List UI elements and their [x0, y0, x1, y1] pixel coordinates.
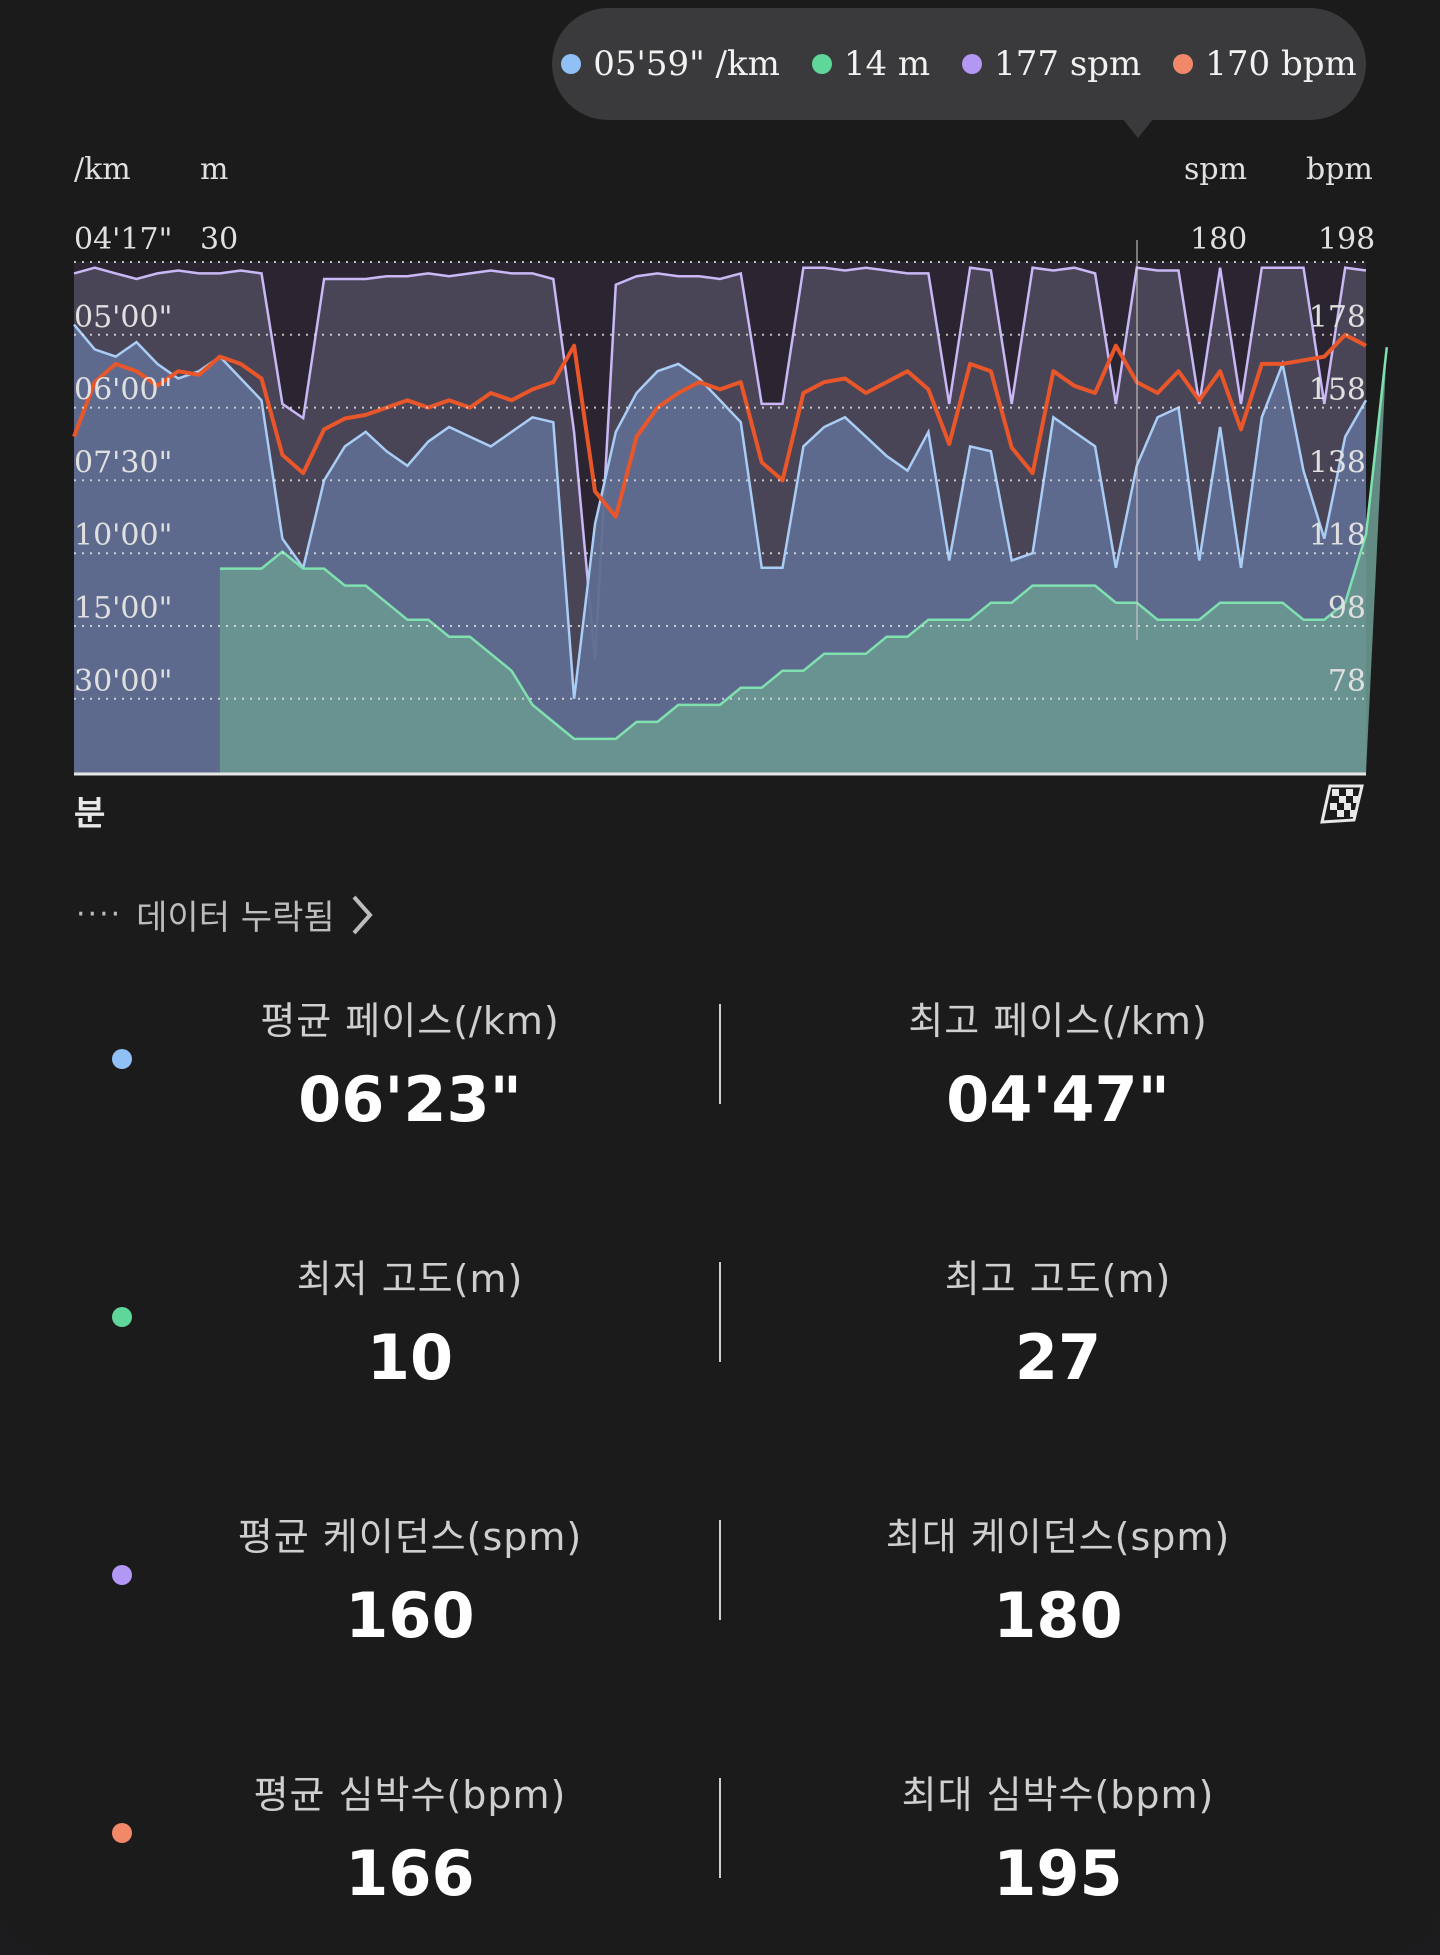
pace-tick-label: 07'30" — [74, 445, 172, 480]
tooltip-pointer — [1122, 118, 1154, 138]
altitude-line — [219, 347, 1389, 741]
heart-rate-tick-label: 178 — [1309, 300, 1366, 335]
divider — [719, 1520, 721, 1620]
pace-tick-label: 15'00" — [74, 591, 172, 626]
pace-axis-unit: /km — [74, 152, 131, 187]
divider — [719, 1778, 721, 1878]
stat-row-altitude: 최저 고도(m) 10 최고 고도(m) 27 — [0, 1248, 1440, 1398]
pace-tick-label: 06'00" — [74, 373, 172, 408]
max-cadence: 최대 케이던스(spm) 180 — [778, 1506, 1338, 1652]
pace-dot-icon — [561, 54, 582, 74]
missing-data-label: 데이터 누락됨 — [136, 898, 335, 938]
cadence-dot-icon — [112, 1565, 132, 1585]
cadence-line — [73, 266, 1367, 660]
heart-rate-dot-icon — [1173, 54, 1194, 74]
max-altitude: 최고 고도(m) 27 — [778, 1248, 1338, 1394]
cadence-dot-icon — [962, 54, 983, 74]
divider — [719, 1004, 721, 1104]
pace-line — [73, 323, 1368, 699]
cadence-axis-top: 180 — [1190, 222, 1248, 257]
stat-row-heart-rate: 평균 심박수(bpm) 166 최대 심박수(bpm) 195 — [0, 1764, 1440, 1914]
max-heart-rate-value: 195 — [993, 1837, 1123, 1910]
min-altitude-label: 최저 고도(m) — [296, 1257, 524, 1301]
heart-rate-tick-label: 158 — [1309, 373, 1366, 408]
tooltip-cadence: 177 spm — [962, 44, 1141, 84]
stat-row-cadence: 평균 케이던스(spm) 160 최대 케이던스(spm) 180 — [0, 1506, 1440, 1656]
pace-tick-label: 30'00" — [74, 664, 172, 699]
avg-cadence-label: 평균 케이던스(spm) — [237, 1515, 583, 1559]
min-altitude-value: 10 — [366, 1321, 454, 1394]
avg-cadence-value: 160 — [345, 1579, 475, 1652]
altitude-axis-top: 30 — [200, 222, 239, 257]
chart-tooltip: 05'59" /km 14 m 177 spm 170 bpm — [552, 8, 1366, 120]
altitude-axis-unit: m — [200, 152, 229, 187]
divider — [719, 1262, 721, 1362]
max-cadence-value: 180 — [993, 1579, 1123, 1652]
tooltip-pace: 05'59" /km — [561, 44, 780, 84]
avg-heart-rate: 평균 심박수(bpm) 166 — [130, 1764, 690, 1910]
max-cadence-label: 최대 케이던스(spm) — [885, 1515, 1231, 1559]
tooltip-cadence-value: 177 spm — [994, 44, 1142, 84]
chevron-right-icon — [352, 895, 373, 934]
avg-heart-rate-value: 166 — [345, 1837, 475, 1910]
tooltip-heart-rate-value: 170 bpm — [1205, 44, 1357, 84]
altitude-dot-icon — [811, 54, 832, 74]
heart-rate-line — [72, 332, 1367, 519]
best-pace-value: 04'47" — [946, 1063, 1170, 1136]
pace-tick-label: 05'00" — [74, 300, 172, 335]
stat-row-pace: 평균 페이스(/km) 06'23" 최고 페이스(/km) 04'47" — [0, 990, 1440, 1140]
missing-data-dots: ···· — [76, 897, 123, 932]
altitude-area — [219, 347, 1387, 773]
tooltip-pace-value: 05'59" /km — [593, 44, 780, 84]
pace-tick-label: 10'00" — [74, 518, 172, 553]
x-axis-label: 분 — [74, 794, 106, 834]
finish-flag-icon — [1320, 784, 1364, 824]
tooltip-altitude: 14 m — [811, 44, 931, 84]
avg-cadence: 평균 케이던스(spm) 160 — [130, 1506, 690, 1652]
workout-chart[interactable]: 05'00" 178 06'00" 158 07'30" 138 10'00" 118 15'0… — [0, 240, 1440, 780]
heart-rate-tick-label: 118 — [1309, 518, 1366, 553]
best-pace-label: 최고 페이스(/km) — [908, 999, 1208, 1043]
max-altitude-label: 최고 고도(m) — [944, 1257, 1172, 1301]
pace-axis-top: 04'17" — [74, 222, 173, 257]
avg-pace-value: 06'23" — [298, 1063, 522, 1136]
heart-rate-axis-unit: bpm — [1306, 152, 1373, 187]
max-altitude-value: 27 — [1014, 1321, 1102, 1394]
heart-rate-tick-label: 78 — [1328, 664, 1366, 699]
max-heart-rate-label: 최대 심박수(bpm) — [901, 1773, 1215, 1817]
heart-rate-dot-icon — [112, 1823, 132, 1843]
avg-pace: 평균 페이스(/km) 06'23" — [130, 990, 690, 1136]
altitude-dot-icon — [112, 1307, 132, 1327]
heart-rate-axis-top: 198 — [1318, 222, 1376, 257]
best-pace: 최고 페이스(/km) 04'47" — [778, 990, 1338, 1136]
heart-rate-tick-label: 98 — [1328, 591, 1366, 626]
tooltip-heart-rate: 170 bpm — [1173, 44, 1357, 84]
cadence-axis-unit: spm — [1184, 152, 1248, 187]
avg-pace-label: 평균 페이스(/km) — [260, 999, 560, 1043]
heart-rate-tick-label: 138 — [1309, 445, 1366, 480]
avg-heart-rate-label: 평균 심박수(bpm) — [253, 1773, 567, 1817]
min-altitude: 최저 고도(m) 10 — [130, 1248, 690, 1394]
pace-dot-icon — [112, 1049, 132, 1069]
missing-data-link[interactable]: ···· 데이터 누락됨 — [76, 890, 375, 939]
tooltip-altitude-value: 14 m — [843, 44, 931, 84]
max-heart-rate: 최대 심박수(bpm) 195 — [778, 1764, 1338, 1910]
